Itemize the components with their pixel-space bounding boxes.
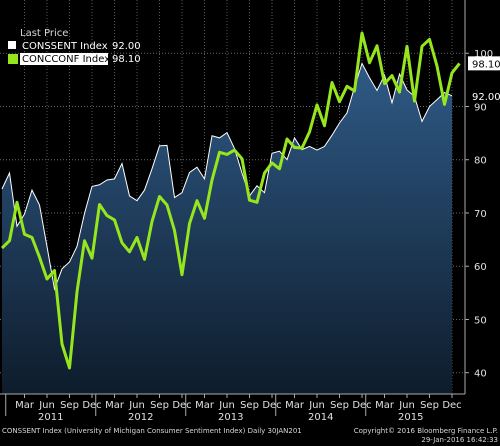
- legend: Last Price CONSSENT Index 92.00 CONCCONF…: [8, 28, 141, 65]
- concconf-badge-bg: [468, 56, 500, 71]
- x-tick-label-4: Mar: [105, 400, 125, 411]
- last-value-badges: 98.10 92.00: [468, 56, 500, 103]
- x-tick-label-3: Dec: [82, 400, 101, 411]
- legend-swatch-concconf: [8, 54, 18, 64]
- x-tick-label-8: Mar: [195, 400, 215, 411]
- year-label-2014: 2014: [308, 412, 333, 423]
- footer-copyright: Copyright© 2016 Bloomberg Finance L.P.: [353, 427, 498, 435]
- concconf-badge-text: 98.10: [472, 59, 500, 70]
- y-tick-label-40: 40: [474, 369, 487, 380]
- y-tick-label-60: 60: [474, 262, 487, 273]
- y-tick-label-70: 70: [474, 209, 487, 220]
- concconf-line: [0, 31, 461, 370]
- conssent-badge-bg: [468, 88, 500, 103]
- x-tick-label-10: Sep: [240, 400, 259, 411]
- legend-title: Last Price: [20, 28, 68, 39]
- x-tick-label-15: Dec: [352, 400, 371, 411]
- x-tick-label-14: Sep: [330, 400, 349, 411]
- legend-label-concconf: CONCCONF Index: [22, 54, 110, 65]
- x-tick-label-16: Mar: [375, 400, 395, 411]
- legend-label-conssent: CONSSENT Index: [22, 41, 108, 52]
- legend-entry-conssent: CONSSENT Index 92.00: [8, 41, 141, 52]
- x-tick-label-1: Jun: [38, 400, 55, 411]
- legend-label-box-concconf: [20, 53, 108, 65]
- y-tick-label-90: 90: [474, 102, 487, 113]
- x-tick-label-5: Jun: [128, 400, 145, 411]
- series-areas: [2, 63, 452, 395]
- legend-swatch-conssent: [8, 41, 16, 49]
- footer-source: CONSSENT Index (University of Michigan C…: [2, 427, 302, 435]
- x-tick-label-19: Dec: [442, 400, 461, 411]
- footer-timestamp: 29-Jan-2016 16:42:33: [421, 436, 498, 444]
- x-tick-label-12: Mar: [285, 400, 305, 411]
- legend-value-conssent: 92.00: [112, 41, 141, 52]
- y-tick-label-80: 80: [474, 156, 487, 167]
- x-tick-label-9: Jun: [218, 400, 235, 411]
- x-tick-label-11: Dec: [262, 400, 281, 411]
- y-tick-label-50: 50: [474, 315, 487, 326]
- x-axis: Mar Jun Sep Dec Mar Jun Sep Dec Mar Jun Sep Dec Mar J…: [0, 393, 465, 423]
- x-tick-label-6: Sep: [150, 400, 169, 411]
- y-axis: 40 50 60 70 80 90 100: [464, 0, 493, 394]
- x-tick-label-13: Jun: [308, 400, 325, 411]
- footer: CONSSENT Index (University of Michigan C…: [0, 426, 500, 446]
- conssent-badge-text: 92.00: [472, 92, 500, 103]
- legend-value-concconf: 98.10: [112, 54, 141, 65]
- x-tick-label-17: Jun: [398, 400, 415, 411]
- year-label-2012: 2012: [128, 412, 153, 423]
- x-tick-label-18: Sep: [420, 400, 439, 411]
- year-label-2013: 2013: [218, 412, 243, 423]
- year-label-2011: 2011: [38, 412, 63, 423]
- x-tick-label-2: Sep: [60, 400, 79, 411]
- year-label-2015: 2015: [398, 412, 423, 423]
- conssent-area: [2, 63, 452, 395]
- legend-entry-concconf: CONCCONF Index 98.10: [8, 53, 141, 65]
- y-tick-label-100: 100: [474, 49, 493, 60]
- x-tick-label-0: Mar: [15, 400, 35, 411]
- conssent-line: [1, 62, 453, 292]
- series-lines: [0, 31, 461, 370]
- x-tick-label-7: Dec: [172, 400, 191, 411]
